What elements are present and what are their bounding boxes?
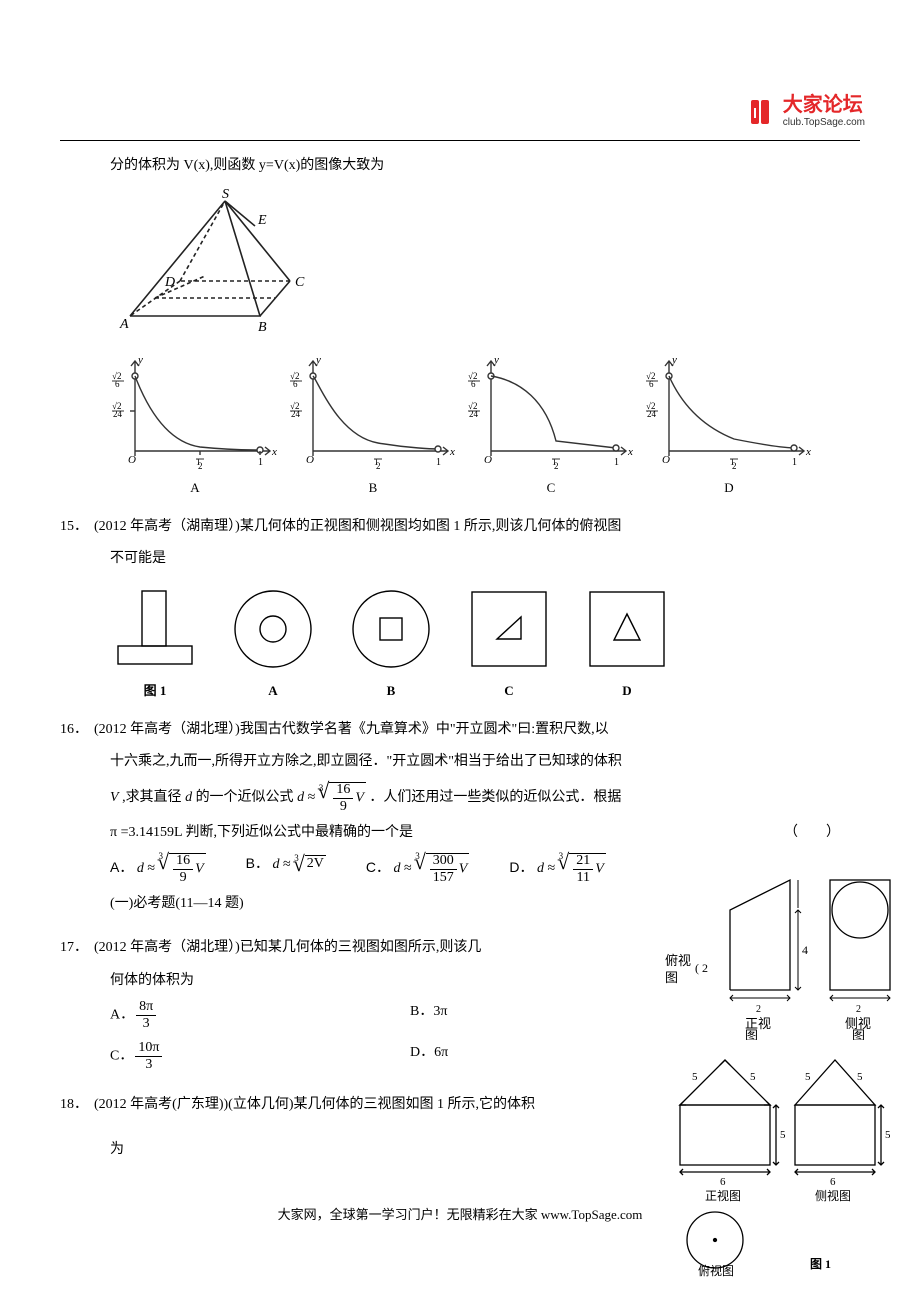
svg-text:1: 1 — [614, 457, 619, 468]
graph-D: √26 √224 12 1 y x O D — [644, 351, 814, 496]
svg-text:6: 6 — [720, 1176, 726, 1188]
svg-text:1: 1 — [792, 457, 797, 468]
svg-text:4: 4 — [802, 943, 808, 957]
q17-figure: 俯视 图 ( 2 4 2 正视图 图 — [660, 870, 910, 1045]
svg-text:( 2: ( 2 — [695, 961, 708, 975]
svg-text:O: O — [306, 454, 314, 466]
option-graphs: √26 √224 12 1 y x O A √26 √2 — [60, 351, 860, 496]
page: 大家论坛 club.TopSage.com 分的体积为 V(x),则函数 y=V… — [0, 0, 920, 1263]
svg-text:俯视: 俯视 — [665, 953, 691, 968]
svg-text:y: y — [315, 354, 321, 366]
svg-text:2: 2 — [376, 461, 381, 471]
svg-text:5: 5 — [805, 1071, 811, 1083]
q15-optB: B — [346, 584, 436, 699]
svg-text:24: 24 — [291, 409, 301, 419]
svg-text:6: 6 — [471, 379, 476, 389]
svg-text:2: 2 — [756, 1004, 761, 1015]
svg-text:图: 图 — [852, 1028, 865, 1040]
q15-fig1: 图 1 — [110, 581, 200, 699]
q18-side-label: 侧视图 — [815, 1188, 851, 1203]
svg-text:24: 24 — [647, 409, 657, 419]
q15-optA: A — [228, 584, 318, 699]
q15-optC: C — [464, 584, 554, 699]
svg-text:5: 5 — [692, 1071, 698, 1083]
svg-text:2: 2 — [732, 461, 737, 471]
svg-text:6: 6 — [830, 1176, 836, 1188]
graph-C: √26 √224 12 1 y x O C — [466, 351, 636, 496]
svg-text:O: O — [662, 454, 670, 466]
graph-B: √26 √224 12 1 y x O B — [288, 351, 458, 496]
graph-A: √26 √224 12 1 y x O A — [110, 351, 280, 496]
q18-top-label: 俯视图 — [698, 1263, 734, 1278]
lbl-B: B — [258, 320, 267, 335]
svg-text:5: 5 — [885, 1129, 890, 1141]
q18-figure: 5 5 5 6 正视图 5 5 5 — [670, 1050, 890, 1285]
svg-text:5: 5 — [750, 1071, 756, 1083]
svg-text:y: y — [671, 354, 677, 366]
q18-front-label: 正视图 — [705, 1188, 741, 1203]
svg-text:1: 1 — [258, 457, 263, 468]
svg-text:y: y — [493, 354, 499, 366]
svg-text:5: 5 — [780, 1129, 786, 1141]
q15-optD: D — [582, 584, 672, 699]
lbl-A: A — [119, 317, 129, 332]
lbl-S: S — [222, 187, 229, 202]
svg-text:图: 图 — [665, 970, 678, 985]
svg-text:6: 6 — [293, 379, 298, 389]
svg-text:O: O — [128, 454, 136, 466]
site-logo: 大家论坛 club.TopSage.com — [749, 95, 865, 129]
lbl-D: D — [164, 275, 175, 290]
q18-caption: 图 1 — [810, 1257, 831, 1271]
logo-icon — [749, 98, 777, 126]
svg-text:x: x — [271, 446, 277, 458]
svg-text:2: 2 — [198, 461, 203, 471]
logo-text: 大家论坛 club.TopSage.com — [783, 95, 865, 129]
svg-text:x: x — [627, 446, 633, 458]
svg-text:1: 1 — [436, 457, 441, 468]
svg-text:2: 2 — [856, 1004, 861, 1015]
lbl-E: E — [257, 213, 267, 228]
svg-text:x: x — [805, 446, 811, 458]
top-rule — [60, 140, 860, 141]
lbl-C: C — [295, 275, 305, 290]
q15: 15．(2012 年高考（湖南理）)某几何体的正视图和侧视图均如图 1 所示,则… — [60, 514, 860, 699]
svg-text:24: 24 — [469, 409, 479, 419]
svg-text:y: y — [137, 354, 143, 366]
pyramid-figure: S E A B C D — [60, 186, 860, 341]
svg-text:2: 2 — [554, 461, 559, 471]
frag-line: 分的体积为 V(x),则函数 y=V(x)的图像大致为 — [60, 153, 860, 180]
svg-text:5: 5 — [857, 1071, 863, 1083]
svg-text:图: 图 — [745, 1028, 758, 1040]
svg-text:6: 6 — [649, 379, 654, 389]
svg-text:x: x — [449, 446, 455, 458]
svg-text:O: O — [484, 454, 492, 466]
